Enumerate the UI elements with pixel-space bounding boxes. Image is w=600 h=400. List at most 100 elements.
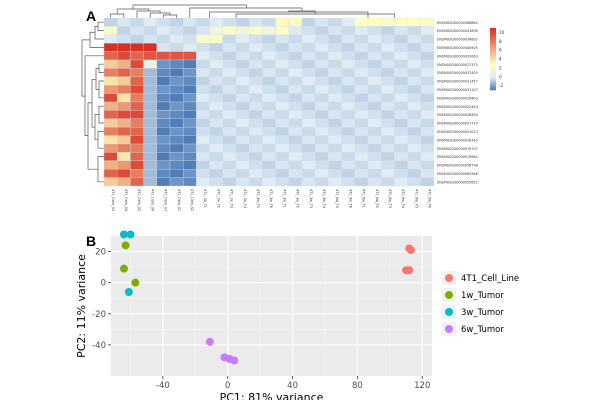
heatmap-cell <box>103 110 118 119</box>
heatmap-cell <box>381 34 395 44</box>
heatmap-cell <box>209 101 223 111</box>
heatmap-cell <box>143 76 157 86</box>
heatmap-cell <box>394 43 408 52</box>
legend-tick-label: 4 <box>499 57 502 62</box>
heatmap-cell <box>315 160 329 170</box>
heatmap-cell <box>130 17 144 27</box>
heatmap-cell <box>249 118 263 128</box>
heatmap-cell <box>249 169 263 178</box>
heatmap-cell <box>143 110 157 119</box>
heatmap-cell <box>354 59 369 69</box>
legend-swatch <box>490 38 496 41</box>
heatmap-cell <box>354 169 369 178</box>
heatmap-cell <box>275 152 289 161</box>
heatmap-cell <box>222 127 237 136</box>
heatmap-cell <box>130 93 144 103</box>
legend-swatch <box>490 68 496 71</box>
heatmap-cell <box>394 177 408 187</box>
heatmap-cell <box>249 110 263 119</box>
heatmap-cell <box>354 51 369 61</box>
heatmap-cell <box>354 110 369 119</box>
heatmap-cell <box>301 76 316 86</box>
heatmap-cell <box>103 152 118 161</box>
heatmap-cell <box>143 135 157 145</box>
heatmap-cell <box>169 135 184 145</box>
heatmap-cell <box>367 110 382 119</box>
column-label: 4T1_Cells_S2 <box>190 189 194 211</box>
row-label: ENSMUSG00000051023 <box>437 130 478 134</box>
heatmap-cell <box>209 143 223 153</box>
heatmap-cell <box>130 118 144 128</box>
heatmap-cell <box>381 76 395 86</box>
legend-swatch <box>490 60 496 63</box>
heatmap-cell <box>407 93 421 103</box>
heatmap-cell <box>156 26 171 35</box>
heatmap-cell <box>275 135 289 145</box>
heatmap-cell <box>235 34 250 44</box>
heatmap-cell <box>209 59 223 69</box>
heatmap-cell <box>407 143 421 153</box>
heatmap-cell <box>156 59 171 69</box>
heatmap-cell <box>183 177 197 187</box>
heatmap-cell <box>117 101 131 111</box>
heatmap-cell <box>262 110 276 119</box>
heatmap-cell <box>288 85 303 94</box>
heatmap-cell <box>222 101 237 111</box>
heatmap-cell <box>196 43 210 52</box>
heatmap-cell <box>183 110 197 119</box>
heatmap-cell <box>420 101 435 111</box>
heatmap-cell <box>235 110 250 119</box>
heatmap-cell <box>367 93 382 103</box>
heatmap-cell <box>420 17 435 27</box>
heatmap-cell <box>367 127 382 136</box>
heatmap-cell <box>183 85 197 94</box>
heatmap-cell <box>183 160 197 170</box>
heatmap-cell <box>381 85 395 94</box>
heatmap-cell <box>394 26 408 35</box>
heatmap-cell <box>288 26 303 35</box>
heatmap-cell <box>249 127 263 136</box>
heatmap-cell <box>169 101 184 111</box>
legend-swatch <box>490 32 496 35</box>
heatmap-cell <box>235 43 250 52</box>
heatmap-cell <box>249 143 263 153</box>
heatmap-cell <box>156 169 171 178</box>
x-tick-label: 80 <box>352 381 363 391</box>
heatmap-cell <box>367 118 382 128</box>
heatmap-cell <box>222 85 237 94</box>
heatmap-cell <box>156 160 171 170</box>
x-axis-label: PC1: 81% variance <box>220 391 324 400</box>
heatmap-cell <box>143 17 157 27</box>
legend-tick-label: 8 <box>499 39 502 44</box>
heatmap-cell <box>249 34 263 44</box>
heatmap-cell <box>381 68 395 77</box>
heatmap-cell <box>328 43 342 52</box>
heatmap-cell <box>288 169 303 178</box>
legend-tick-label: -2 <box>499 83 504 88</box>
heatmap-cell <box>183 135 197 145</box>
x-tick-label: 120 <box>414 381 430 391</box>
heatmap-cell <box>288 127 303 136</box>
heatmap-cell <box>407 43 421 52</box>
column-label: 4T1_Cells_S1 <box>177 189 181 211</box>
heatmap-cells <box>103 17 435 187</box>
x-tick-label: -40 <box>156 381 170 391</box>
heatmap-cell <box>354 34 369 44</box>
heatmap-cell <box>117 93 131 103</box>
heatmap-cell <box>354 101 369 111</box>
heatmap-cell <box>420 143 435 153</box>
heatmap-cell <box>249 68 263 77</box>
heatmap-cell <box>249 51 263 61</box>
legend-swatch <box>490 72 496 75</box>
heatmap-cell <box>367 160 382 170</box>
heatmap-cell <box>117 135 131 145</box>
legend-swatch <box>490 52 496 55</box>
heatmap-cell <box>209 135 223 145</box>
heatmap-cell <box>301 110 316 119</box>
heatmap-cell <box>143 169 157 178</box>
dendrogram-branch <box>98 80 104 99</box>
heatmap-cell <box>275 143 289 153</box>
heatmap-cell <box>381 51 395 61</box>
heatmap-cell <box>315 143 329 153</box>
y-tick-label: 20 <box>95 248 106 258</box>
